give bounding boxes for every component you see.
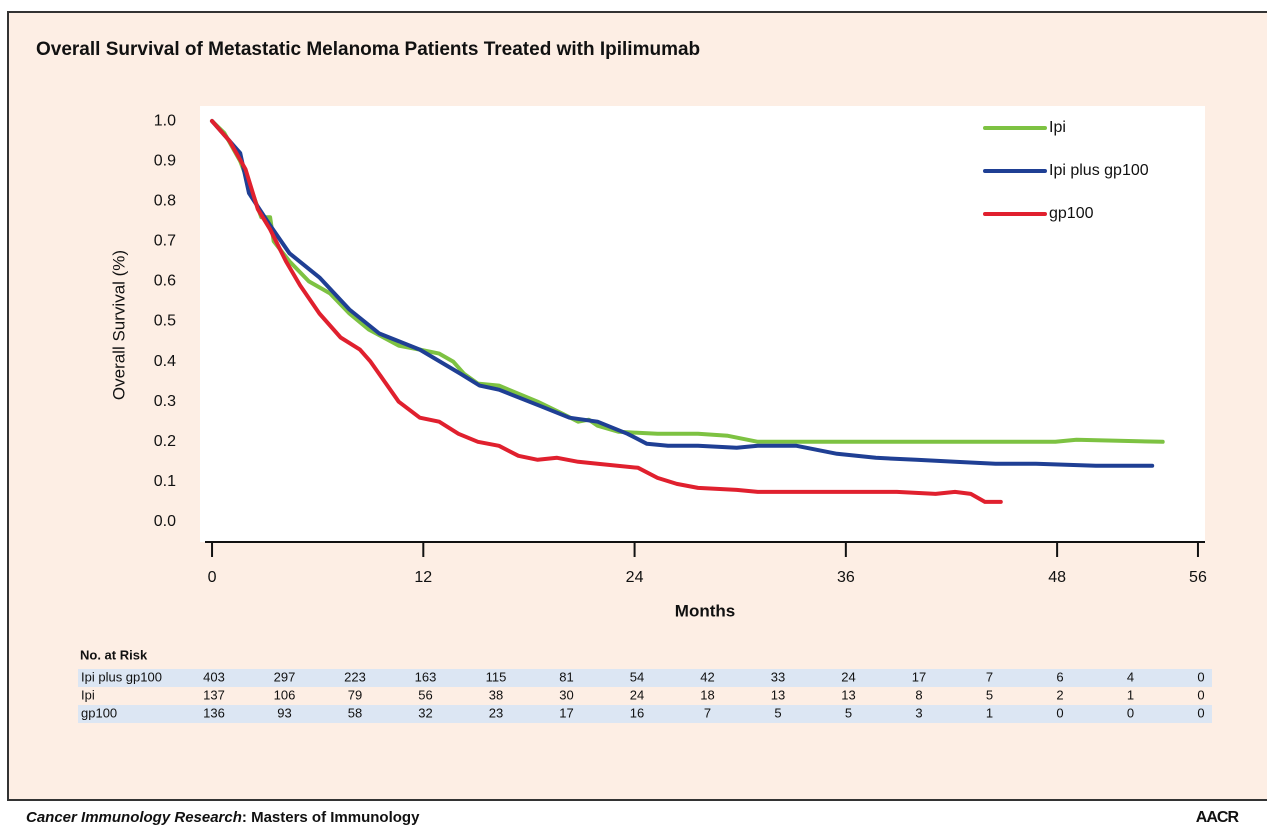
legend-label: gp100 (1049, 205, 1094, 222)
y-tick-label: 0.4 (154, 353, 176, 370)
x-tick-label: 36 (837, 569, 855, 586)
risk-value: 18 (700, 687, 714, 702)
risk-value: 93 (277, 705, 291, 720)
risk-value: 17 (559, 705, 573, 720)
risk-value: 297 (274, 669, 296, 684)
y-tick-label: 0.9 (154, 152, 176, 169)
risk-value: 7 (704, 705, 711, 720)
risk-value: 56 (418, 687, 432, 702)
logo: AACR (1196, 809, 1240, 826)
risk-row-band (78, 705, 1212, 723)
risk-value: 58 (348, 705, 362, 720)
risk-value: 403 (203, 669, 225, 684)
legend-label: Ipi plus gp100 (1049, 162, 1149, 179)
risk-value: 13 (771, 687, 785, 702)
risk-value: 7 (986, 669, 993, 684)
x-tick-label: 24 (626, 569, 644, 586)
x-tick-label: 56 (1189, 569, 1207, 586)
risk-value: 24 (630, 687, 644, 702)
chart-title: Overall Survival of Metastatic Melanoma … (36, 39, 700, 60)
risk-table-title: No. at Risk (80, 647, 148, 662)
risk-value: 1 (1127, 687, 1134, 702)
risk-value: 3 (915, 705, 922, 720)
risk-value: 0 (1127, 705, 1134, 720)
risk-value: 0 (1197, 669, 1204, 684)
y-tick-label: 0.3 (154, 393, 176, 410)
risk-value: 223 (344, 669, 366, 684)
x-tick-label: 0 (208, 569, 217, 586)
risk-value: 5 (774, 705, 781, 720)
risk-value: 106 (274, 687, 296, 702)
footer-text: Cancer Immunology Research: Masters of I… (26, 809, 420, 826)
legend-label: Ipi (1049, 119, 1066, 136)
risk-value: 4 (1127, 669, 1134, 684)
risk-value: 137 (203, 687, 225, 702)
risk-value: 38 (489, 687, 503, 702)
y-tick-label: 0.1 (154, 473, 176, 490)
risk-value: 23 (489, 705, 503, 720)
risk-value: 79 (348, 687, 362, 702)
survival-line (210, 119, 1003, 504)
y-tick-label: 0.8 (154, 192, 176, 209)
risk-value: 0 (1197, 687, 1204, 702)
risk-value: 6 (1056, 669, 1063, 684)
risk-value: 115 (486, 669, 507, 684)
y-tick-label: 0.0 (154, 513, 176, 530)
risk-value: 17 (912, 669, 926, 684)
risk-row-name: gp100 (81, 705, 117, 720)
risk-value: 0 (1197, 705, 1204, 720)
risk-row-name: Ipi plus gp100 (81, 669, 162, 684)
risk-value: 136 (203, 705, 225, 720)
risk-value: 24 (841, 669, 855, 684)
risk-value: 2 (1056, 687, 1063, 702)
survival-line (210, 119, 1155, 468)
risk-value: 81 (559, 669, 573, 684)
x-tick-label: 48 (1048, 569, 1066, 586)
risk-row-name: Ipi (81, 687, 95, 702)
risk-value: 42 (700, 669, 714, 684)
x-tick-label: 12 (414, 569, 432, 586)
risk-value: 163 (415, 669, 437, 684)
risk-value: 33 (771, 669, 785, 684)
y-tick-label: 0.7 (154, 233, 176, 250)
x-axis-label: Months (675, 601, 735, 620)
risk-value: 1 (986, 705, 993, 720)
risk-value: 16 (630, 705, 644, 720)
risk-value: 54 (630, 669, 644, 684)
y-tick-label: 1.0 (154, 112, 176, 129)
y-axis-label: Overall Survival (%) (109, 250, 128, 400)
risk-value: 5 (845, 705, 852, 720)
risk-value: 13 (841, 687, 855, 702)
risk-value: 5 (986, 687, 993, 702)
risk-value: 32 (418, 705, 432, 720)
risk-value: 8 (915, 687, 922, 702)
y-tick-label: 0.5 (154, 313, 176, 330)
risk-value: 30 (559, 687, 573, 702)
y-tick-label: 0.2 (154, 433, 176, 450)
y-tick-label: 0.6 (154, 273, 176, 290)
journal-subtitle: : Masters of Immunology (242, 809, 420, 826)
journal: Cancer Immunology Research (26, 809, 242, 826)
risk-row-band (78, 669, 1212, 687)
risk-value: 0 (1056, 705, 1063, 720)
